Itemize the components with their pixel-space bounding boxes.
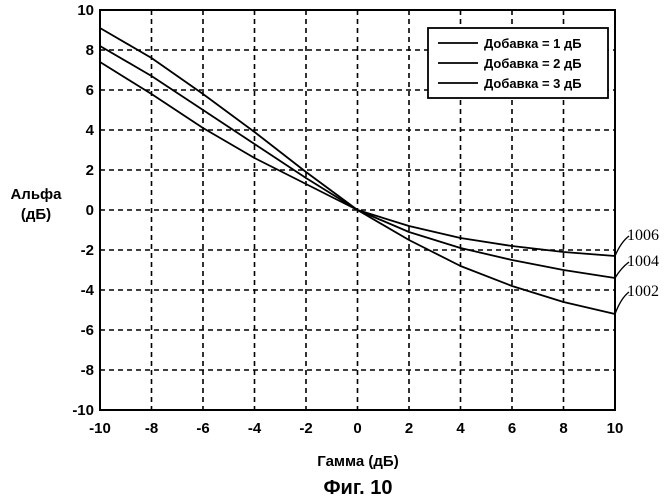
annotation-ref-label: 1006 [627, 227, 659, 244]
y-tick-label: 10 [77, 2, 94, 19]
x-axis-label: Гамма (дБ) [317, 453, 398, 470]
annotation-ref-label: 1002 [627, 283, 659, 300]
y-tick-label: -6 [81, 322, 94, 339]
x-tick-label: 2 [405, 420, 413, 437]
y-axis-label-line1: Альфа [10, 186, 62, 203]
legend-entry: Добавка = 1 дБ [484, 36, 582, 51]
y-tick-label: 6 [86, 82, 94, 99]
y-tick-label: 0 [86, 202, 94, 219]
y-tick-label: 2 [86, 162, 94, 179]
y-tick-label: -8 [81, 362, 94, 379]
legend-entry: Добавка = 2 дБ [484, 56, 582, 71]
x-tick-label: 0 [353, 420, 361, 437]
annotation-ref-label: 1004 [627, 253, 659, 270]
legend: Добавка = 1 дБ Добавка = 2 дБ Добавка = 3 … [428, 28, 608, 98]
x-tick-label: 10 [607, 420, 624, 437]
x-tick-label: -10 [89, 420, 111, 437]
y-tick-label: -2 [81, 242, 94, 259]
x-tick-label: -4 [248, 420, 262, 437]
x-tick-label: -8 [145, 420, 158, 437]
curve-annotations: 1002 1004 1006 [615, 227, 659, 314]
y-axis-label-line2: (дБ) [21, 206, 51, 223]
x-tick-label: -2 [299, 420, 312, 437]
y-tick-label: 8 [86, 42, 94, 59]
y-tick-label: -4 [81, 282, 95, 299]
x-tick-label: -6 [196, 420, 209, 437]
legend-entry: Добавка = 3 дБ [484, 76, 582, 91]
x-tick-label: 4 [456, 420, 465, 437]
y-tick-label: 4 [86, 122, 95, 139]
y-tick-label: -10 [72, 402, 94, 419]
figure-caption: Фиг. 10 [323, 477, 392, 499]
x-tick-label: 6 [508, 420, 516, 437]
x-tick-label: 8 [559, 420, 567, 437]
